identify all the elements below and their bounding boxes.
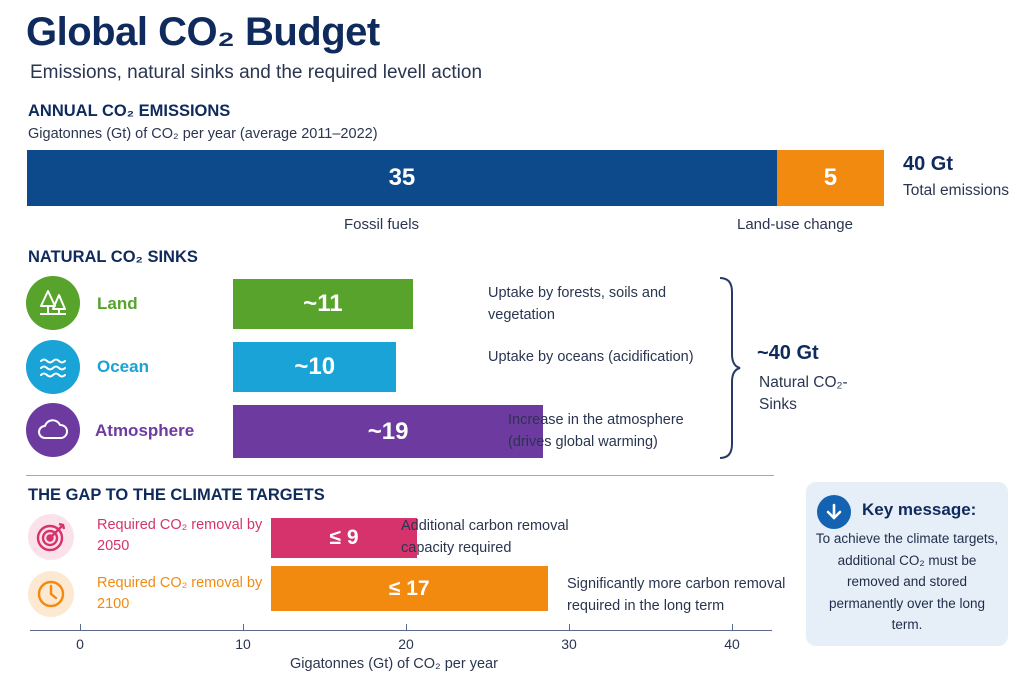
removal-2050-value: ≤ 9 [329, 526, 359, 549]
x-tick-0 [80, 624, 81, 630]
arrow-down-icon [817, 495, 851, 529]
land-description: Uptake by forests, soils and vegetation [488, 285, 667, 323]
x-tick-40 [732, 624, 733, 630]
ocean-value: ~10 [294, 353, 336, 380]
x-tick-label-40: 40 [724, 636, 740, 652]
removal-2100-bar: ≤ 17 [270, 566, 548, 611]
fossil-fuels-value: 35 [388, 164, 416, 191]
trees-icon [26, 276, 80, 330]
sinks-heading: NATURAL CO₂ SINKS [28, 248, 198, 266]
x-tick-20 [406, 624, 407, 630]
removal-2050-label: Required CO₂ removal by 2050 [97, 517, 263, 554]
x-tick-label-20: 20 [398, 636, 414, 652]
removal-2100-value: ≤ 17 [388, 576, 430, 600]
removal-2100-description: Significantly more carbon removal requir… [567, 576, 786, 614]
atmosphere-value: ~19 [367, 417, 409, 445]
section-divider [26, 475, 774, 476]
x-axis-label: Gigatonnes (Gt) of CO₂ per year [290, 656, 498, 672]
ocean-description: Uptake by oceans (acidification) [488, 349, 694, 365]
ocean-bar: ~10 [233, 342, 397, 392]
atmosphere-bar: ~19 [233, 405, 543, 458]
cloud-icon [26, 403, 80, 457]
x-axis-line [30, 630, 772, 631]
removal-2050-bar: ≤ 9 [270, 518, 418, 558]
sinks-total-label: Natural CO₂-Sinks [759, 374, 848, 413]
x-tick-label-0: 0 [76, 636, 84, 652]
fossil-fuels-label: Fossil fuels [344, 216, 420, 233]
fossil-fuels-bar: 35 [27, 150, 777, 206]
sinks-total-value: ~40 Gt [757, 342, 819, 364]
ocean-label: Ocean [97, 357, 149, 376]
page-subtitle: Emissions, natural sinks and the require… [30, 62, 483, 83]
clock-icon [28, 571, 74, 617]
removal-2100-label: Required CO₂ removal by 2100 [97, 575, 263, 612]
x-tick-label-30: 30 [561, 636, 577, 652]
land-use-value: 5 [823, 164, 838, 191]
land-value: ~11 [303, 290, 343, 317]
total-emissions-label: Total emissions [903, 182, 1009, 199]
land-use-label: Land-use change [737, 216, 853, 233]
land-label: Land [97, 294, 138, 313]
sinks-brace [719, 277, 741, 459]
total-emissions-value: 40 Gt [903, 153, 954, 175]
waves-icon [26, 340, 80, 394]
emissions-unit: Gigatonnes (Gt) of CO₂ per year (average… [28, 126, 378, 142]
emissions-heading: ANNUAL CO₂ EMISSIONS [28, 102, 231, 120]
land-bar: ~11 [233, 279, 413, 329]
atmosphere-description: Increase in the atmosphere (drives globa… [508, 412, 684, 450]
key-message-title: Key message: [862, 500, 977, 519]
x-tick-label-10: 10 [235, 636, 251, 652]
x-tick-30 [569, 624, 570, 630]
gap-heading: THE GAP TO THE CLIMATE TARGETS [28, 486, 325, 504]
target-icon [28, 514, 74, 560]
page-title: Global CO₂ Budget [26, 10, 380, 54]
atmosphere-label: Atmosphere [95, 421, 195, 440]
x-tick-10 [243, 624, 244, 630]
removal-2050-description: Additional carbon removal capacity requi… [401, 518, 569, 556]
land-use-bar: 5 [776, 150, 884, 206]
key-message-text: To achieve the climate targets, addition… [815, 531, 999, 632]
